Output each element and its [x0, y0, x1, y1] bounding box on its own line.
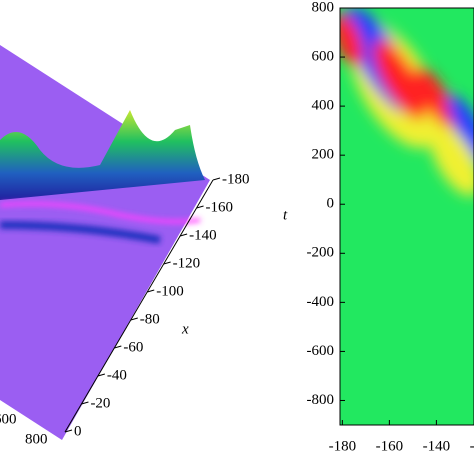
- plot-frame: [339, 7, 474, 426]
- x-tick: [147, 289, 155, 293]
- x-tick-label: -100: [156, 283, 184, 299]
- y-axis-label: t: [283, 207, 288, 223]
- x-tick-label: -180: [329, 438, 357, 454]
- x-tick: [64, 429, 73, 433]
- x-tick: [114, 345, 122, 349]
- x-tick: [163, 261, 171, 265]
- y-tick-label: -200: [307, 245, 335, 261]
- y-tick-label: 0: [327, 196, 335, 212]
- x-tick-label: -140: [189, 227, 217, 243]
- x-tick-label: 0: [74, 423, 82, 439]
- x-tick: [196, 205, 204, 209]
- x-tick-label: -80: [140, 311, 160, 327]
- x-tick-label: -40: [107, 367, 127, 383]
- x-tick-label: -180: [222, 171, 250, 187]
- y-tick-label: -400: [307, 294, 335, 310]
- x-axis-3d: x: [64, 179, 214, 433]
- y-tick-label: 400: [312, 98, 335, 114]
- surface-peaks: [0, 110, 205, 200]
- x-tick: [179, 233, 188, 237]
- axis-line: [64, 179, 214, 433]
- x-tick: [212, 177, 221, 181]
- x-tick-label: -20: [90, 395, 110, 411]
- y-tick-label: 600: [0, 411, 17, 427]
- x-tick-label: -140: [423, 438, 451, 454]
- y-tick-label: 800: [25, 431, 48, 447]
- y-tick-label: -600: [307, 343, 335, 359]
- x-tick: [81, 401, 89, 405]
- surface-plot: [0, 45, 210, 440]
- surface-ridge: [0, 201, 201, 224]
- x-tick-label: -160: [206, 199, 234, 215]
- x-tick-label: -60: [123, 339, 143, 355]
- x-tick-label: -160: [376, 438, 404, 454]
- surface-trough: [0, 221, 161, 244]
- y-tick-label: 600: [312, 48, 335, 64]
- x-tick-label: -120: [173, 255, 201, 271]
- surface-plane: [0, 45, 210, 440]
- x-tick-label: -120: [470, 438, 474, 454]
- x-axis-label: x: [181, 321, 189, 337]
- y-tick-label: 800: [312, 0, 335, 15]
- heatmap: [340, 8, 474, 425]
- x-tick: [130, 317, 138, 321]
- y-tick-label: 200: [312, 147, 335, 163]
- y-tick-label: -800: [307, 392, 335, 408]
- x-tick: [97, 373, 106, 377]
